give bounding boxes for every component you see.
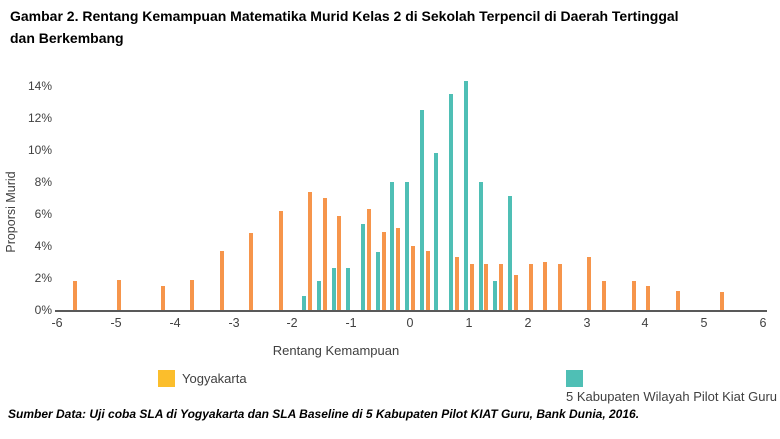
bar-yogyakarta: [396, 228, 400, 310]
bar-yogyakarta: [646, 286, 650, 310]
bar-kabupaten: [332, 268, 336, 310]
x-axis-line: [55, 310, 767, 312]
bar-yogyakarta: [249, 233, 253, 310]
legend-item-kabupaten: 5 Kabupaten Wilayah Pilot Kiat Guru: [566, 370, 780, 404]
bar-yogyakarta: [308, 192, 312, 310]
y-tick-label: 2%: [34, 271, 52, 285]
x-tick-label: -6: [51, 316, 63, 330]
x-tick-label: 6: [759, 316, 767, 330]
bar-kabupaten: [479, 182, 483, 310]
bar-yogyakarta: [484, 264, 488, 310]
x-tick-label: -1: [345, 316, 357, 330]
bar-yogyakarta: [161, 286, 165, 310]
bar-kabupaten: [493, 281, 497, 310]
bar-kabupaten: [346, 268, 350, 310]
bar-yogyakarta: [529, 264, 533, 310]
bar-yogyakarta: [676, 291, 680, 310]
bar-yogyakarta: [455, 257, 459, 310]
bar-yogyakarta: [426, 251, 430, 310]
bar-yogyakarta: [514, 275, 518, 310]
bar-kabupaten: [376, 252, 380, 310]
bar-yogyakarta: [190, 280, 194, 310]
bar-yogyakarta: [337, 216, 341, 310]
bar-yogyakarta: [499, 264, 503, 310]
x-tick-label: 4: [641, 316, 649, 330]
bar-kabupaten: [361, 224, 365, 310]
y-tick-label: 8%: [34, 175, 52, 189]
y-tick-label: 6%: [34, 207, 52, 221]
yogyakarta-swatch-icon: [158, 370, 175, 388]
bar-kabupaten: [420, 110, 424, 310]
bar-yogyakarta: [587, 257, 591, 310]
y-tick-label: 10%: [27, 143, 52, 157]
source-note: Sumber Data: Uji coba SLA di Yogyakarta …: [8, 407, 640, 421]
kabupaten-swatch-icon: [566, 370, 583, 388]
bar-yogyakarta: [323, 198, 327, 310]
figure-title-line2: dan Berkembang: [10, 30, 124, 46]
y-tick-label: 4%: [34, 239, 52, 253]
bar-yogyakarta: [602, 281, 606, 310]
bar-yogyakarta: [632, 281, 636, 310]
x-tick-label: 0: [406, 316, 414, 330]
bar-yogyakarta: [382, 232, 386, 310]
bar-yogyakarta: [117, 280, 121, 310]
x-tick-label: -2: [286, 316, 298, 330]
x-axis-title: Rentang Kemampuan: [272, 343, 400, 358]
bar-yogyakarta: [73, 281, 77, 310]
y-tick-label: 12%: [27, 111, 52, 125]
x-tick-label: -3: [228, 316, 240, 330]
bar-yogyakarta: [220, 251, 224, 310]
bar-yogyakarta: [558, 264, 562, 310]
x-tick-label: 2: [524, 316, 532, 330]
x-tick-label: -4: [169, 316, 181, 330]
bar-yogyakarta: [279, 211, 283, 310]
x-tick-label: 5: [700, 316, 708, 330]
bar-yogyakarta: [367, 209, 371, 310]
bar-yogyakarta: [543, 262, 547, 310]
bar-yogyakarta: [411, 246, 415, 310]
bar-yogyakarta: [470, 264, 474, 310]
bar-kabupaten: [317, 281, 321, 310]
x-tick-label: -5: [110, 316, 122, 330]
bar-kabupaten: [390, 182, 394, 310]
x-tick-label: 3: [583, 316, 591, 330]
bar-kabupaten: [508, 196, 512, 310]
figure-title-line1: Gambar 2. Rentang Kemampuan Matematika M…: [10, 8, 679, 24]
bar-yogyakarta: [720, 292, 724, 310]
bar-kabupaten: [434, 153, 438, 310]
y-tick-label: 14%: [27, 79, 52, 93]
plot-area: [57, 68, 763, 310]
bar-kabupaten: [302, 296, 306, 310]
legend-item-yogyakarta: Yogyakarta: [158, 370, 247, 390]
bar-kabupaten: [449, 94, 453, 310]
y-tick-label: 0%: [34, 303, 52, 317]
bar-kabupaten: [464, 81, 468, 310]
figure-title: Gambar 2. Rentang Kemampuan Matematika M…: [10, 5, 772, 49]
bar-kabupaten: [405, 182, 409, 310]
x-tick-label: 1: [465, 316, 473, 330]
legend-label-yogyakarta: Yogyakarta: [182, 371, 247, 387]
legend-label-kabupaten: 5 Kabupaten Wilayah Pilot Kiat Guru: [566, 389, 778, 405]
